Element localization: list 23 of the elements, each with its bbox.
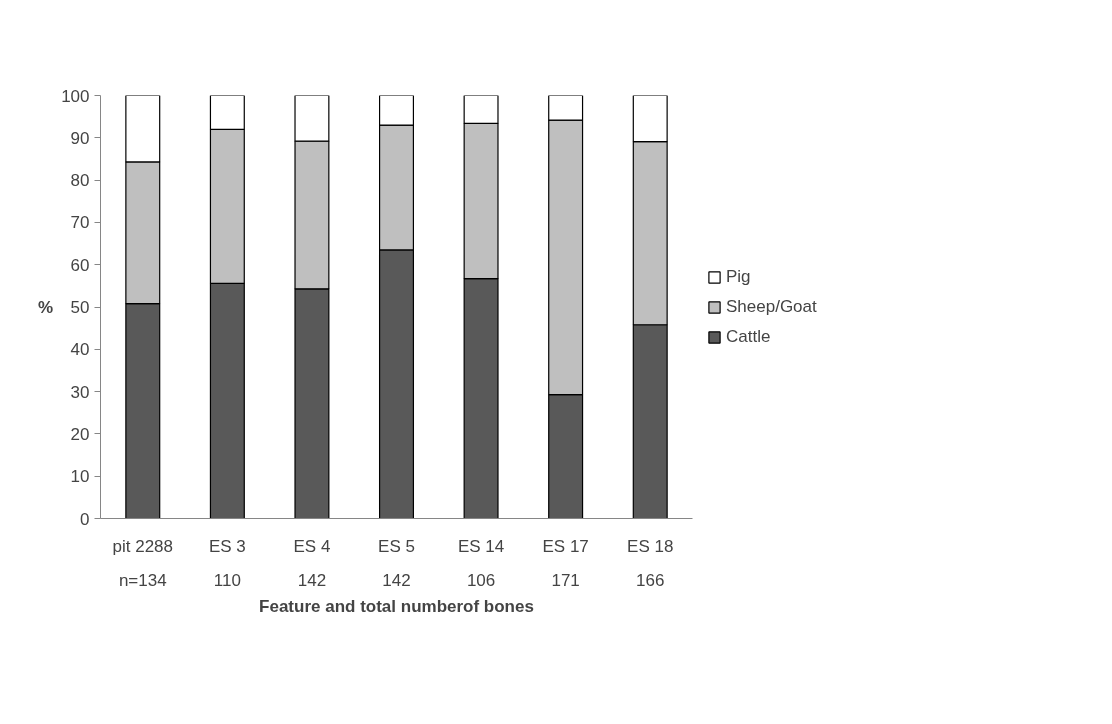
x-tick-label: ES 3 110 [208,536,246,590]
x-tick-label: ES 18 166 [627,536,674,590]
legend-label: Sheep/Goat [726,296,817,317]
x-tick-label: ES 17 171 [542,536,589,590]
x-tick-label: ES 5 142 [378,536,415,590]
x-tick-label: ES 14 106 [457,536,505,590]
x-axis-title: Feature and total numberof bones [259,596,534,616]
x-tick-label: ES 4 142 [293,536,331,590]
y-tick-label: 40 [70,340,90,360]
y-tick-label: 70 [70,213,90,233]
y-axis-title: % [38,297,54,317]
x-tick-label: pit 2288 n=134 [112,536,174,590]
y-tick-label: 50 [70,298,90,317]
legend-label: Pig [726,266,751,287]
legend-label: Cattle [726,326,771,347]
y-tick-label: 100 [61,86,90,106]
y-tick-label: 0 [80,509,90,529]
y-tick-label: 30 [70,382,90,402]
y-tick-label: 20 [70,424,90,444]
y-tick-label: 90 [70,128,90,148]
y-tick-label: 80 [70,171,90,191]
y-tick-label: 10 [70,467,90,487]
y-tick-label: 60 [70,255,90,275]
